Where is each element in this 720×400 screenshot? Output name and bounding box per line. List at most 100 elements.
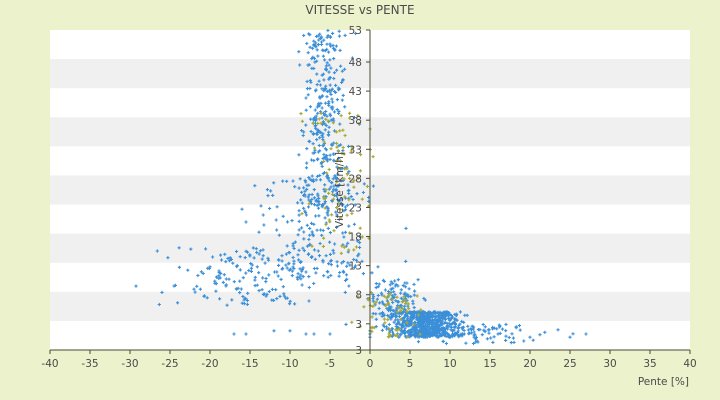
data-point [346,144,351,148]
data-point [340,69,344,73]
data-point [309,221,314,225]
data-point [349,195,353,199]
data-point [308,199,312,203]
data-point [413,320,417,324]
data-point [362,305,366,309]
data-point [166,256,170,260]
y-tick-label: 8 [355,290,362,302]
data-point [317,117,321,121]
data-point [315,174,320,178]
data-point [403,285,408,289]
data-point [453,312,457,316]
data-point [320,106,324,110]
data-point [396,321,400,325]
data-point [356,113,360,118]
data-point [346,183,350,187]
data-point [201,271,205,276]
data-point [335,206,339,210]
data-point [310,244,314,248]
data-point [456,329,460,333]
data-point [311,178,315,182]
data-point [377,306,381,311]
data-point [308,45,312,49]
data-point [310,192,314,197]
data-point [354,31,358,36]
data-point [322,274,326,278]
data-point [308,242,312,246]
data-point [319,228,323,232]
data-point [312,56,317,60]
data-point [444,314,448,318]
data-point [342,235,346,239]
data-point [358,169,362,173]
data-point [328,332,332,336]
data-point [326,275,330,279]
data-point [405,330,409,334]
data-point [399,291,403,295]
data-point [325,114,329,118]
data-point [385,306,389,311]
data-point [375,297,379,301]
data-point [406,295,410,299]
data-point [352,178,356,182]
data-point [315,266,319,270]
data-point [486,328,490,332]
data-point [303,189,307,193]
data-point [377,301,382,305]
data-point [312,43,316,47]
data-point [330,192,335,196]
data-point [343,67,347,71]
data-point [365,184,369,188]
data-point [393,293,397,297]
data-point [460,319,464,324]
data-point [297,209,301,213]
data-point [320,233,324,237]
data-point [466,324,470,328]
data-point [315,48,319,52]
data-point [452,320,456,324]
data-point [334,90,338,94]
data-point [327,76,331,80]
data-point [318,178,323,182]
data-point [310,57,314,61]
data-point [415,311,419,315]
data-point [345,213,349,217]
data-point [334,83,338,87]
data-point [331,248,335,252]
data-point [348,231,352,235]
data-point [253,275,257,279]
data-point [297,213,301,217]
data-point [292,267,296,271]
data-point [332,76,336,81]
data-point [331,100,335,104]
data-point [334,44,338,48]
y-tick-label: 3 [355,319,362,331]
data-point [323,200,327,204]
data-point [504,338,508,342]
data-point [244,297,248,301]
data-point [422,318,426,322]
data-point [324,148,328,152]
data-point [305,147,309,151]
data-point [331,190,335,194]
data-point [297,219,301,223]
data-point [196,273,200,278]
data-point [284,296,288,300]
data-point [177,265,181,269]
data-point [427,327,431,331]
data-point [238,291,242,295]
data-point [463,313,467,317]
data-point [340,244,344,248]
data-point [335,68,339,72]
data-point [443,320,447,324]
data-point [397,305,401,309]
data-point [297,258,301,262]
data-point [404,312,408,317]
data-point [356,254,360,258]
x-tick-label: 35 [643,358,656,370]
data-point [322,38,326,42]
data-point [310,230,314,234]
data-point [300,269,304,273]
data-point [442,315,446,319]
data-point [298,267,302,271]
